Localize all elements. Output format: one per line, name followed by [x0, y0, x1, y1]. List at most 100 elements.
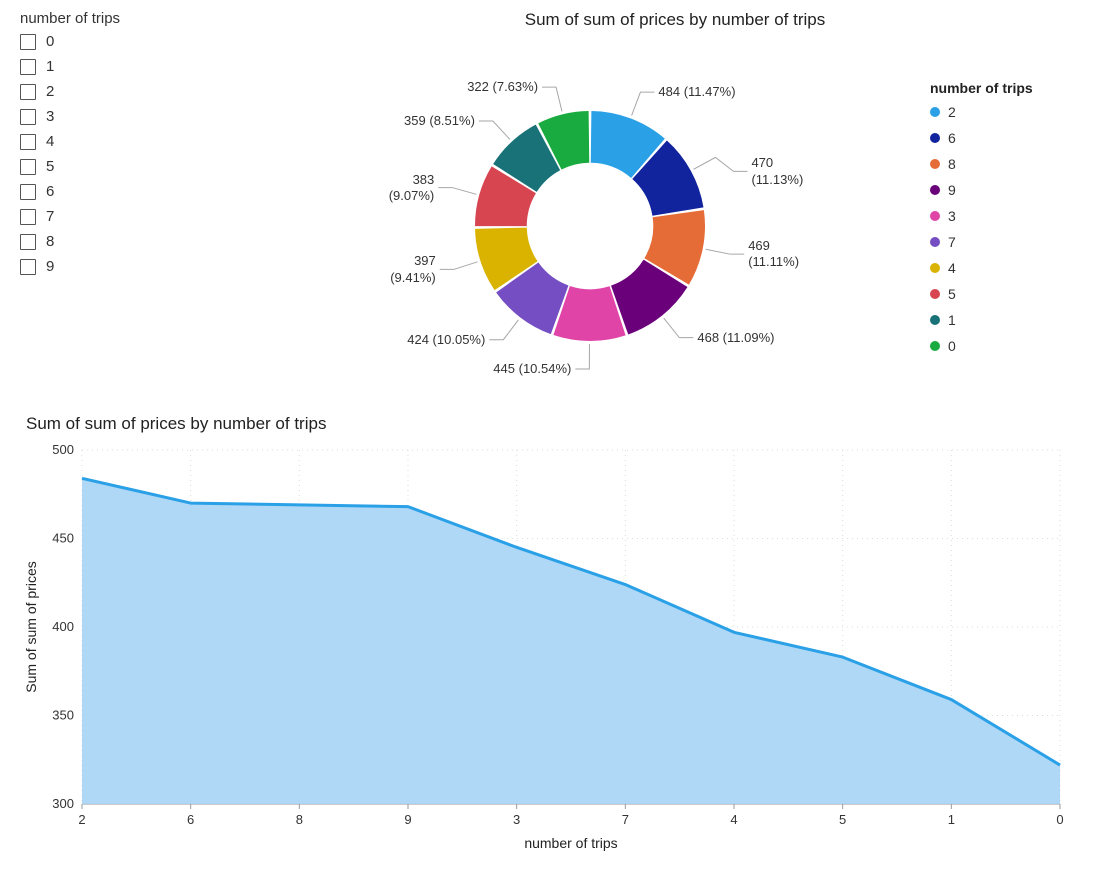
donut-chart: 484 (11.47%) 470(11.13%) 469(11.11%) 468 (1…: [270, 36, 910, 396]
area-chart: 300 350 400 450 500 2 6 8 9 3 7 4 5 1 0 number of trips…: [20, 440, 1080, 865]
legend-item-label: 7: [948, 234, 956, 250]
area-title: Sum of sum of prices by number of trips: [26, 414, 1080, 434]
legend-swatch: [930, 315, 940, 325]
area-panel: Sum of sum of prices by number of trips …: [20, 414, 1080, 865]
legend-item-4[interactable]: 4: [930, 260, 1080, 276]
x-tick-label: 8: [296, 812, 303, 827]
donut-label-8: 469(11.11%): [748, 238, 799, 271]
legend-item-5[interactable]: 5: [930, 286, 1080, 302]
legend-items: 2 6 8 9 3 7 4 5 1 0: [930, 104, 1080, 354]
area-fill: [82, 478, 1060, 804]
legend-item-6[interactable]: 6: [930, 130, 1080, 146]
checkbox[interactable]: [20, 209, 36, 225]
legend-item-label: 4: [948, 260, 956, 276]
checkbox[interactable]: [20, 34, 36, 50]
donut-label-7: 424 (10.05%): [407, 332, 485, 348]
slicer-item-1[interactable]: 1: [20, 58, 270, 75]
donut-legend: number of trips 2 6 8 9 3 7 4 5 1 0: [910, 36, 1080, 396]
slicer-item-label: 5: [46, 158, 54, 175]
legend-item-label: 8: [948, 156, 956, 172]
checkbox[interactable]: [20, 109, 36, 125]
y-axis-label: Sum of sum of prices: [23, 561, 39, 693]
slicer-item-label: 4: [46, 133, 54, 150]
legend-item-label: 3: [948, 208, 956, 224]
legend-swatch: [930, 159, 940, 169]
slicer-item-6[interactable]: 6: [20, 183, 270, 200]
donut-label-1: 359 (8.51%): [404, 113, 475, 129]
legend-swatch: [930, 263, 940, 273]
donut-label-6: 470(11.13%): [751, 155, 803, 188]
slicer-item-8[interactable]: 8: [20, 233, 270, 250]
legend-title: number of trips: [930, 80, 1080, 96]
legend-swatch: [930, 133, 940, 143]
donut-label-0: 322 (7.63%): [467, 79, 538, 95]
x-tick-label: 4: [730, 812, 737, 827]
checkbox[interactable]: [20, 184, 36, 200]
slicer-item-9[interactable]: 9: [20, 258, 270, 275]
checkbox[interactable]: [20, 234, 36, 250]
slicer-item-label: 1: [46, 58, 54, 75]
donut-label-5: 383(9.07%): [389, 172, 435, 205]
slicer-item-3[interactable]: 3: [20, 108, 270, 125]
slicer-item-label: 6: [46, 183, 54, 200]
donut-label-4: 397(9.41%): [390, 253, 436, 286]
legend-swatch: [930, 211, 940, 221]
donut-label-3: 445 (10.54%): [493, 361, 571, 377]
x-tick-label: 5: [839, 812, 846, 827]
legend-swatch: [930, 107, 940, 117]
donut-title: Sum of sum of prices by number of trips: [270, 10, 1080, 30]
legend-item-1[interactable]: 1: [930, 312, 1080, 328]
legend-item-label: 6: [948, 130, 956, 146]
legend-item-3[interactable]: 3: [930, 208, 1080, 224]
legend-swatch: [930, 289, 940, 299]
slicer-item-2[interactable]: 2: [20, 83, 270, 100]
x-axis-label: number of trips: [524, 835, 617, 851]
legend-swatch: [930, 237, 940, 247]
slicer-item-label: 0: [46, 33, 54, 50]
slicer-item-0[interactable]: 0: [20, 33, 270, 50]
donut-label-2: 484 (11.47%): [658, 84, 735, 100]
legend-item-label: 5: [948, 286, 956, 302]
y-tick-label: 350: [52, 708, 74, 723]
slicer-item-label: 8: [46, 233, 54, 250]
x-tick-label: 6: [187, 812, 194, 827]
slicer-item-5[interactable]: 5: [20, 158, 270, 175]
y-tick-label: 300: [52, 796, 74, 811]
x-tick-label: 2: [78, 812, 85, 827]
slicer-item-label: 9: [46, 258, 54, 275]
slicer-item-7[interactable]: 7: [20, 208, 270, 225]
slicer-item-label: 7: [46, 208, 54, 225]
donut-panel: Sum of sum of prices by number of trips …: [270, 10, 1080, 396]
legend-item-label: 1: [948, 312, 956, 328]
legend-item-2[interactable]: 2: [930, 104, 1080, 120]
legend-item-label: 0: [948, 338, 956, 354]
legend-swatch: [930, 185, 940, 195]
checkbox[interactable]: [20, 259, 36, 275]
y-tick-label: 500: [52, 442, 74, 457]
checkbox[interactable]: [20, 134, 36, 150]
slicer-title: number of trips: [20, 10, 270, 27]
legend-item-label: 2: [948, 104, 956, 120]
checkbox[interactable]: [20, 159, 36, 175]
slicer-items: 0 1 2 3 4 5 6 7 8 9: [20, 33, 270, 275]
slicer-panel: number of trips 0 1 2 3 4 5 6 7 8 9: [20, 10, 270, 275]
legend-item-9[interactable]: 9: [930, 182, 1080, 198]
x-tick-label: 0: [1056, 812, 1063, 827]
donut-label-9: 468 (11.09%): [697, 330, 774, 346]
y-tick-label: 450: [52, 531, 74, 546]
legend-item-8[interactable]: 8: [930, 156, 1080, 172]
legend-item-0[interactable]: 0: [930, 338, 1080, 354]
x-tick-label: 3: [513, 812, 520, 827]
checkbox[interactable]: [20, 84, 36, 100]
slicer-item-label: 2: [46, 83, 54, 100]
slicer-item-4[interactable]: 4: [20, 133, 270, 150]
checkbox[interactable]: [20, 59, 36, 75]
x-tick-label: 7: [622, 812, 629, 827]
legend-item-label: 9: [948, 182, 956, 198]
slicer-item-label: 3: [46, 108, 54, 125]
x-tick-label: 1: [948, 812, 955, 827]
legend-item-7[interactable]: 7: [930, 234, 1080, 250]
legend-swatch: [930, 341, 940, 351]
x-tick-label: 9: [404, 812, 411, 827]
y-tick-label: 400: [52, 619, 74, 634]
